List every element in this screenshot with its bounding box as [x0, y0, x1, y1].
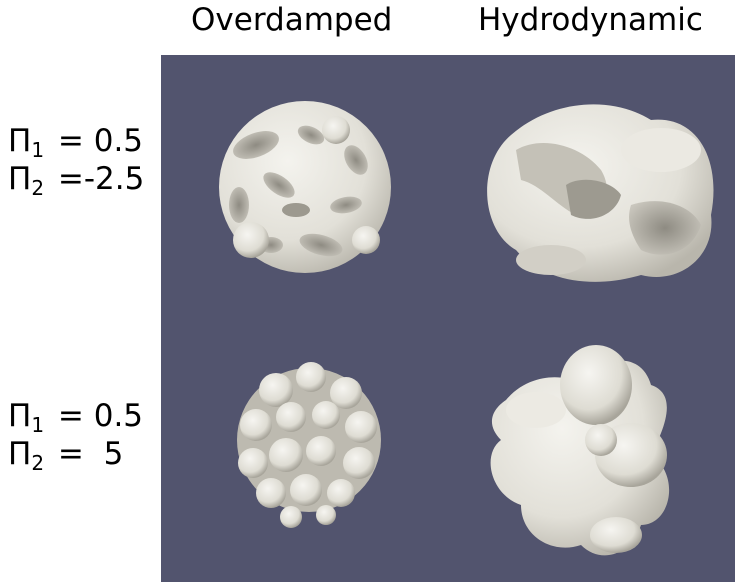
column-title-hydrodynamic: Hydrodynamic [478, 2, 703, 38]
surface-hydrodynamic-row2 [490, 345, 670, 556]
row-2-parameters: Π1 = 0.5 Π2 = 5 [8, 397, 143, 473]
surface-hydrodynamic-row1 [487, 104, 714, 282]
row-1-pi2-label: Π2 =-2.5 [8, 161, 145, 200]
surface-overdamped-row2 [237, 362, 381, 528]
row-2-pi2-label: Π2 = 5 [8, 436, 124, 475]
surface-overdamped-row1 [219, 101, 391, 273]
render-panel [161, 55, 735, 582]
row-1-parameters: Π1 = 0.5 Π2 =-2.5 [8, 122, 144, 198]
column-title-overdamped: Overdamped [191, 2, 393, 38]
row-2-pi1-label: Π1 = 0.5 [8, 398, 144, 437]
render-canvas [219, 101, 714, 556]
row-1-pi1-label: Π1 = 0.5 [8, 123, 144, 162]
